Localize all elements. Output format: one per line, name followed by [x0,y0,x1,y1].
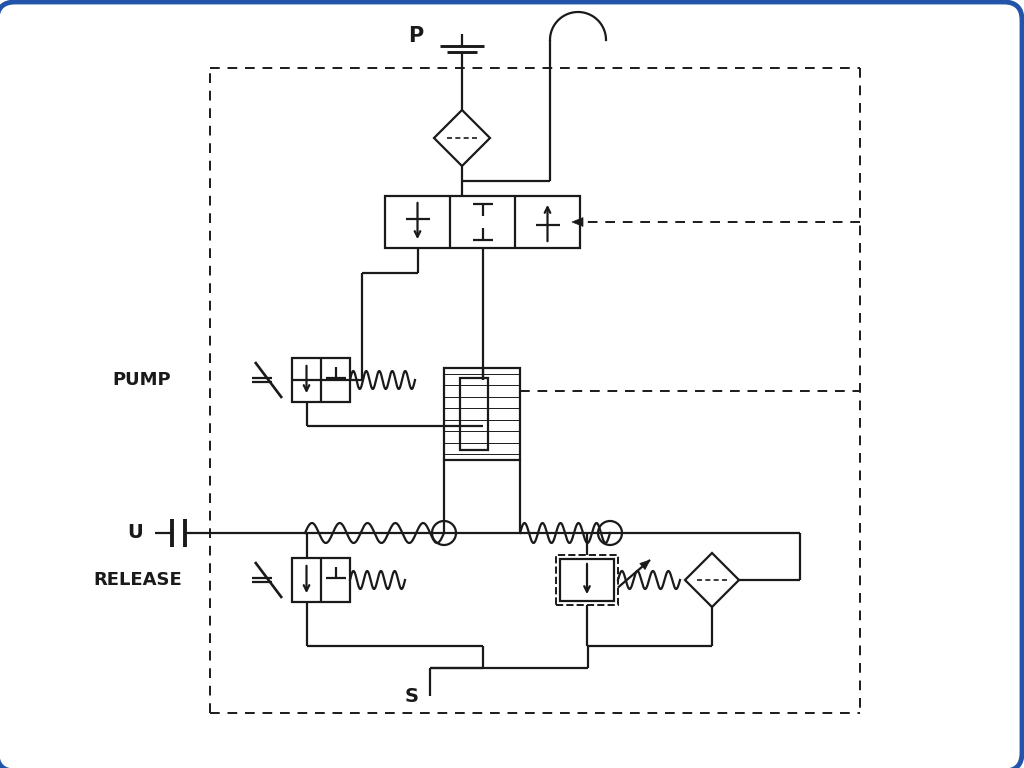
Bar [460,378,488,450]
Bar [444,368,520,460]
Bar [292,358,350,402]
Text: S: S [406,687,419,706]
Text: P: P [409,26,424,46]
Text: RELEASE: RELEASE [93,571,182,589]
Text: U: U [127,524,143,542]
Bar [385,196,580,248]
Text: PUMP: PUMP [113,371,171,389]
Bar [560,559,614,601]
Polygon shape [572,217,583,227]
Bar [292,558,350,602]
Polygon shape [640,560,650,570]
Bar [556,555,618,605]
